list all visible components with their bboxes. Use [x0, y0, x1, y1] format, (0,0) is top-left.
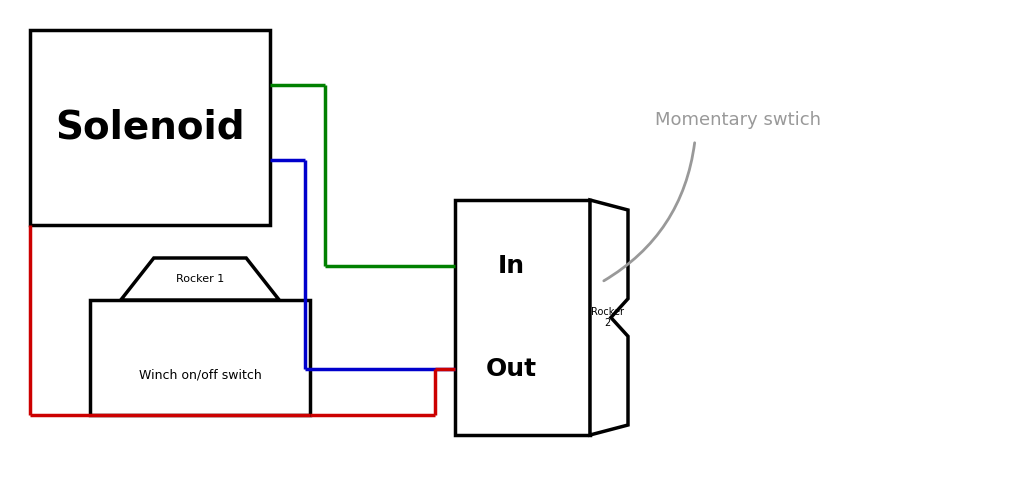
Bar — [90, 300, 310, 415]
FancyArrowPatch shape — [604, 143, 695, 281]
Text: Winch on/off switch: Winch on/off switch — [139, 368, 261, 381]
Bar — [455, 200, 590, 435]
Polygon shape — [121, 258, 279, 300]
Text: Momentary swtich: Momentary swtich — [655, 111, 821, 129]
Bar — [30, 30, 270, 225]
Text: In: In — [498, 254, 525, 278]
Text: Rocker
2: Rocker 2 — [590, 307, 624, 328]
Text: Solenoid: Solenoid — [55, 109, 244, 147]
Text: Rocker 1: Rocker 1 — [176, 274, 224, 284]
Polygon shape — [590, 200, 628, 435]
Text: Out: Out — [486, 357, 537, 381]
